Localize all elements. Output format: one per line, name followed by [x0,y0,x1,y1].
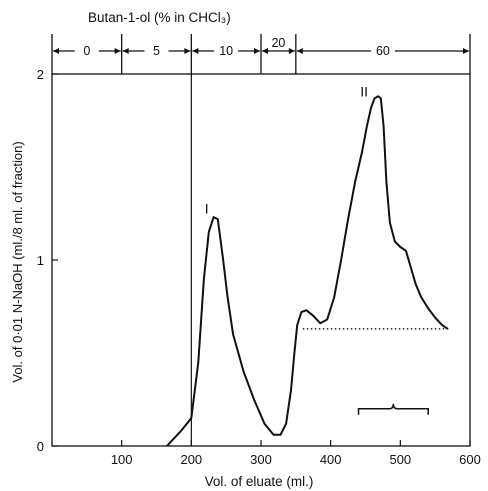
peak-label: I [205,201,209,217]
band-label: 5 [153,44,160,58]
solvent-bands: 0 5 10 20 60 [51,34,471,74]
plot-frame [51,73,471,447]
x-tick-label: 400 [320,452,342,467]
elution-curve [166,95,449,447]
band-arrowhead [114,48,121,54]
y-tick-label: 0 [37,439,44,454]
x-tick-label: 600 [459,452,481,467]
axis-ticks: 100 200 300 400 500 600 0 1 2 [37,67,481,467]
band-arrowhead [192,48,199,54]
y-tick-label: 1 [37,253,44,268]
chart-title: Butan-1-ol (% in CHCl₃) [88,10,231,25]
x-tick-label: 200 [180,452,202,467]
band-label: 60 [376,44,390,58]
band-label: 10 [219,44,233,58]
band-arrowhead [184,48,191,54]
band-arrowhead [53,48,59,54]
band-arrowhead [254,48,260,54]
band-label: 20 [271,36,285,50]
y-tick-label: 2 [37,67,44,82]
band-arrowhead [296,48,303,54]
band-label: 0 [83,44,90,58]
y-axis-label: Vol. of 0·01 N-NaOH (ml./8 ml. of fracti… [10,141,25,382]
peak-label: II [360,83,368,99]
band-arrowhead [463,48,469,54]
x-tick-label: 500 [389,452,411,467]
peak-labels: III [205,83,368,216]
x-axis-label: Vol. of eluate (ml.) [205,474,314,489]
x-tick-label: 100 [111,452,133,467]
band-arrowhead [122,48,129,54]
band-arrowhead [262,48,268,54]
band-arrowhead [288,48,295,54]
x-tick-label: 300 [250,452,272,467]
fraction-bracket [357,403,429,415]
